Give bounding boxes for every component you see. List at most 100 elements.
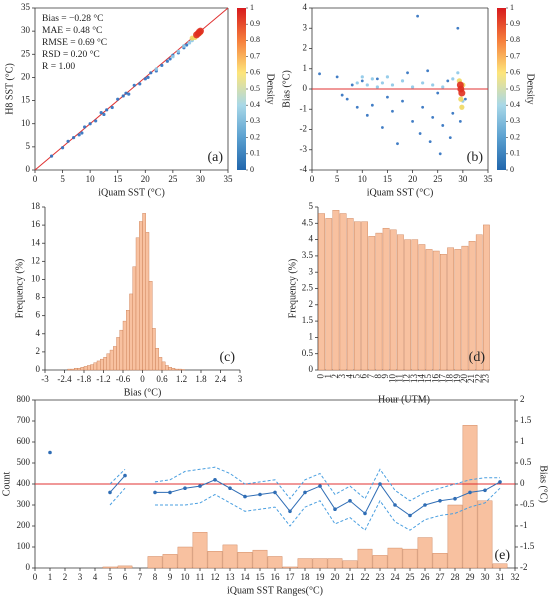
point <box>365 113 369 117</box>
x-tick-label: 16 <box>271 572 281 582</box>
marker <box>153 490 157 495</box>
x-tick-label: 8 <box>153 572 158 582</box>
point <box>406 71 409 75</box>
point <box>72 136 76 140</box>
x-tick-label: 3 <box>337 374 347 379</box>
x-tick-label: 17 <box>437 374 447 384</box>
y-tick-label: -4 <box>300 164 308 174</box>
y2-tick-label: 0.5 <box>520 457 532 467</box>
point <box>185 43 189 47</box>
y-axis-label: Count <box>1 472 12 497</box>
point <box>463 97 467 101</box>
x-tick-label: 11 <box>394 374 404 383</box>
bar <box>402 548 418 569</box>
hist-bar <box>116 337 120 371</box>
point <box>421 81 425 85</box>
x-tick-label: 19 <box>452 374 462 384</box>
point <box>431 83 435 87</box>
x-tick-label: 3 <box>78 572 83 582</box>
bar <box>375 232 383 371</box>
x-tick-label: 26 <box>421 572 431 582</box>
hist-bar <box>70 368 75 371</box>
x-tick-label: 30 <box>458 174 468 184</box>
x-tick-label: 0 <box>33 174 38 184</box>
x-tick-label: 5 <box>108 572 113 582</box>
y-tick-label: 16 <box>31 219 41 229</box>
point <box>365 83 369 87</box>
point <box>438 152 442 156</box>
bar <box>361 221 368 371</box>
hist-bar <box>109 349 114 371</box>
x-tick-label: 30 <box>481 572 491 582</box>
y-tick-label: 30 <box>21 25 31 35</box>
marker <box>123 473 127 478</box>
point <box>77 133 81 137</box>
point <box>451 111 455 115</box>
bar <box>492 563 508 569</box>
hist-bar <box>155 348 159 371</box>
y-tick-label: 10 <box>31 274 41 284</box>
y-tick-label: 0 <box>303 83 308 93</box>
bar <box>177 546 193 569</box>
hist-bar <box>132 266 137 371</box>
point <box>381 126 384 129</box>
x-tick-label: 12 <box>211 572 220 582</box>
bar <box>404 239 411 371</box>
x-axis-label: Bias (°C) <box>124 387 162 398</box>
hist-bar <box>80 367 85 371</box>
point <box>102 112 106 117</box>
x-tick-label: 9 <box>380 374 390 379</box>
point <box>370 77 374 81</box>
colorbar-tick-label: 0.2 <box>510 132 520 141</box>
colorbar-tick-label: 0 <box>510 165 514 174</box>
point <box>66 139 70 143</box>
annotation: Bias = −0.28 °C <box>42 13 104 24</box>
x-tick-label: 28 <box>451 572 461 582</box>
marker <box>213 478 217 482</box>
x-axis-label: iQuam SST (°C) <box>98 187 165 198</box>
bar <box>440 254 447 371</box>
point <box>160 63 164 67</box>
y-tick-label: 18 <box>31 201 41 211</box>
hist-bar <box>103 357 107 371</box>
point <box>168 57 172 61</box>
x-tick-label: 10 <box>181 572 191 582</box>
point <box>370 103 374 107</box>
marker <box>303 490 307 495</box>
point <box>360 75 364 79</box>
marker <box>108 490 112 495</box>
hist-bar <box>135 237 140 371</box>
point <box>318 72 321 76</box>
x-tick-label: 13 <box>226 572 236 582</box>
y-tick-label: 20 <box>21 71 31 81</box>
bar <box>468 241 476 371</box>
x-tick-label: 20 <box>141 174 151 184</box>
y-tick-label: 4 <box>36 328 41 338</box>
y-tick-label: 0 <box>26 562 31 572</box>
bar <box>252 549 268 569</box>
y-tick-label: 0 <box>26 164 31 174</box>
bar <box>397 234 404 371</box>
y2-tick-label: 1.5 <box>520 415 532 425</box>
x-tick-label: 10 <box>86 174 96 184</box>
y-tick-label: 2 <box>309 299 314 309</box>
x-axis-label: iQuam SST Ranges(°C) <box>227 585 323 596</box>
bar <box>387 547 403 569</box>
annotation: R = 1.00 <box>42 62 75 72</box>
y-tick-label: 0 <box>36 364 41 374</box>
y-axis-label: Frequency (%) <box>14 259 25 319</box>
bar <box>368 236 376 371</box>
hist-bar <box>168 367 172 371</box>
point <box>451 77 455 81</box>
colorbar-tick-label: 0.1 <box>510 149 520 158</box>
y-tick-label: 8 <box>36 292 41 302</box>
point <box>411 120 414 123</box>
point <box>355 105 359 109</box>
point <box>121 94 125 98</box>
y-tick-label: 4.5 <box>302 217 314 227</box>
point <box>396 142 399 146</box>
x-tick-label: 14 <box>416 374 426 384</box>
x-tick-label: 15 <box>423 374 433 384</box>
bar <box>346 218 354 371</box>
x-tick-label: 4 <box>93 572 98 582</box>
